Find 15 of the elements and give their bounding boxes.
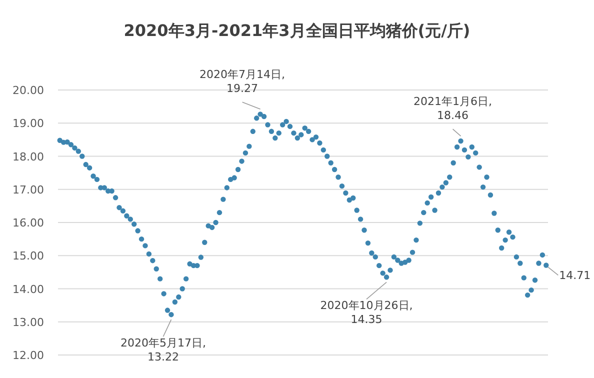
y-tick-label: 15.00 [12, 250, 44, 263]
y-tick-label: 17.00 [12, 183, 44, 196]
annotation: 2020年10月26日, 14.35 [320, 299, 413, 326]
text: 14.71 [559, 269, 591, 282]
y-tick-label: 13.00 [12, 316, 44, 329]
chart-title: 2020年3月-2021年3月全国日平均猪价(元/斤) [124, 21, 470, 40]
annotation: 2021年1月6日, 18.46 [414, 95, 492, 122]
y-tick-label: 14.00 [12, 282, 44, 296]
y-tick-label: 20.00 [12, 84, 44, 97]
y-tick-label: 16.00 [12, 216, 44, 230]
y-tick-label: 19.00 [12, 117, 44, 130]
y-tick-label: 12.00 [12, 349, 44, 362]
annotation: 2020年5月17日, 13.22 [120, 336, 206, 364]
annotation: 2020年7月14日, 19.27 [200, 68, 286, 96]
y-tick-label: 18.00 [12, 150, 44, 164]
